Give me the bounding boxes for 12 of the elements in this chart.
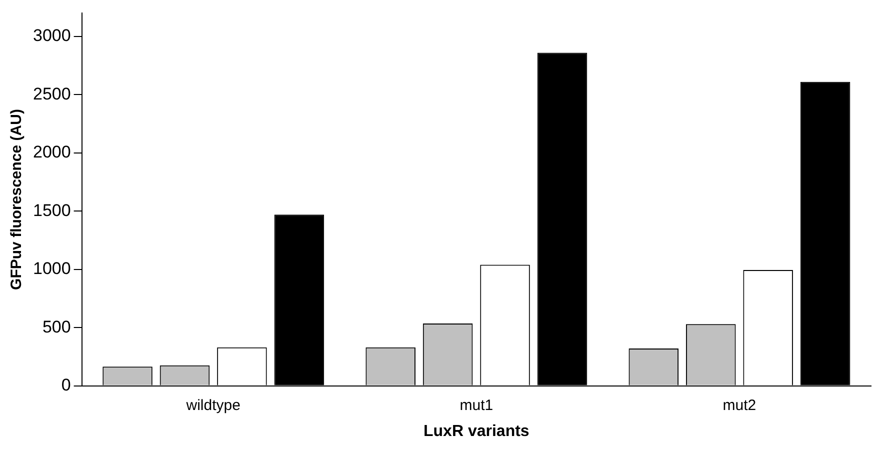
y-axis-title: GFPuv fluorescence (AU) <box>8 109 26 290</box>
y-tick-label: 500 <box>42 317 71 336</box>
y-tick-label: 1000 <box>32 259 71 278</box>
y-tick-label: 2000 <box>32 142 71 162</box>
y-tick-label: 3000 <box>32 26 71 46</box>
x-axis-title: LuxR variants <box>424 422 530 440</box>
y-tick-label: 0 <box>61 375 71 394</box>
y-tick-label: 2500 <box>32 84 71 104</box>
x-tick-label: wildtype <box>185 396 240 414</box>
x-tick-label: mut2 <box>722 396 756 414</box>
y-tick-label: 1500 <box>32 200 71 220</box>
x-tick-label: mut1 <box>460 396 494 414</box>
